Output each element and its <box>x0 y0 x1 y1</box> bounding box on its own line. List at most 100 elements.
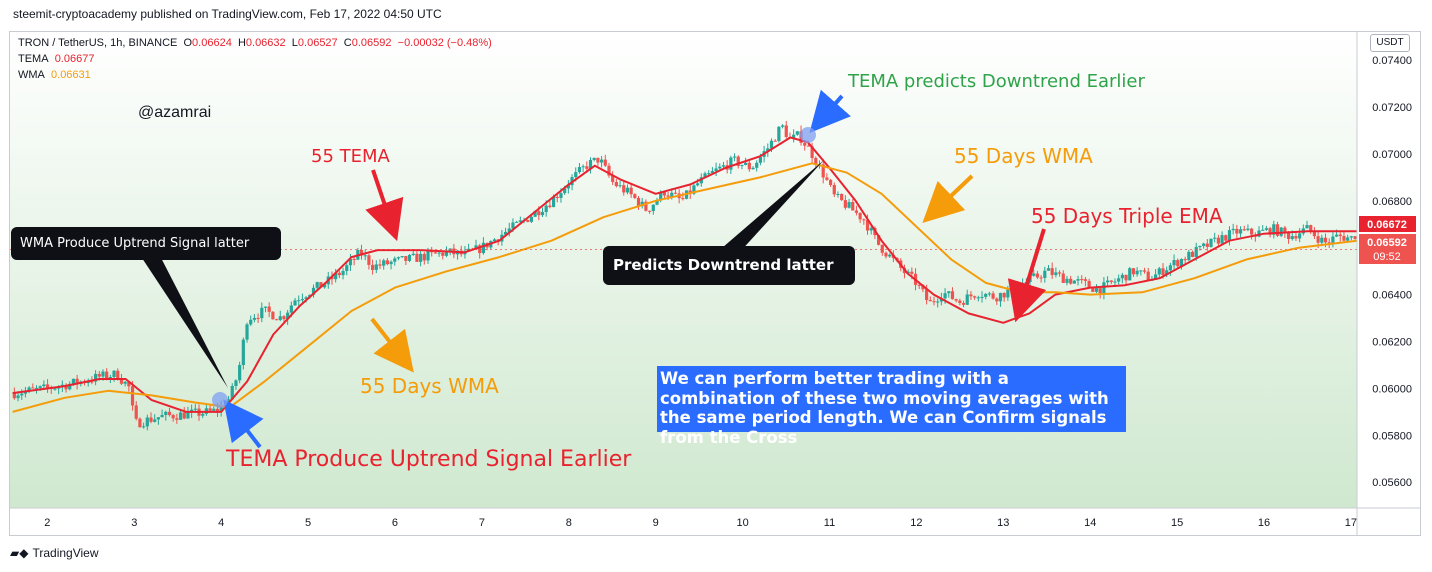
candle-body <box>64 384 68 390</box>
candle-body <box>574 172 578 178</box>
tradingview-mark-icon: ▰◆ <box>10 546 29 560</box>
candle-body <box>1338 234 1342 237</box>
candle-body <box>925 289 929 301</box>
candle-body <box>710 171 714 174</box>
x-tick-label: 2 <box>44 517 50 529</box>
candle-body <box>577 167 582 173</box>
candle-body <box>533 211 537 217</box>
candle-body <box>171 415 175 419</box>
candle-body <box>374 264 378 270</box>
candle-body <box>655 200 659 205</box>
candle-body <box>1139 270 1143 272</box>
wma-legend-row[interactable]: WMA 0.06631 <box>18 69 91 81</box>
y-tick-label: 0.07200 <box>1372 102 1412 114</box>
candle-body <box>1094 288 1099 292</box>
tradingview-logo[interactable]: ▰◆ TradingView <box>10 546 99 560</box>
candle-body <box>1002 292 1006 298</box>
candle-body <box>108 377 112 379</box>
candle-body <box>865 219 870 231</box>
candle-body <box>939 298 943 302</box>
candle-body <box>810 146 814 158</box>
y-tick-label: 0.05800 <box>1372 430 1412 442</box>
candle-body <box>315 282 319 288</box>
candle-body <box>252 317 257 320</box>
y-tick-label: 0.07400 <box>1372 55 1412 67</box>
candle-body <box>648 210 652 212</box>
red-arrow-55tema <box>365 169 404 242</box>
candle-body <box>90 381 94 383</box>
candle-body <box>714 168 718 172</box>
candle-body <box>182 412 186 419</box>
candle-body <box>348 258 353 266</box>
candle-body <box>987 293 991 295</box>
currency-button[interactable]: USDT <box>1370 34 1410 52</box>
candle-body <box>212 408 216 411</box>
candle-body <box>611 175 615 182</box>
candle-body <box>836 193 840 195</box>
candle-body <box>27 387 31 391</box>
candle-body <box>230 385 234 400</box>
candle-body <box>880 244 884 253</box>
candle-body <box>215 408 220 412</box>
candle-body <box>478 245 482 254</box>
candle-body <box>633 194 637 198</box>
candle-body <box>1183 259 1187 261</box>
x-tick-label: 3 <box>131 517 137 529</box>
y-tick-label: 0.05600 <box>1372 477 1412 489</box>
candle-body <box>481 242 486 254</box>
candle-body <box>1076 279 1080 281</box>
candle-body <box>93 373 98 382</box>
candle-body <box>511 222 515 229</box>
candle-body <box>607 165 611 176</box>
candle-body <box>1157 268 1161 275</box>
candle-body <box>1039 277 1043 279</box>
candle-body <box>116 370 120 380</box>
crossover-marker-bottom <box>212 392 228 408</box>
candle-body <box>703 173 707 178</box>
candle-body <box>234 380 238 386</box>
candle-body <box>1043 270 1047 278</box>
candle-body <box>851 202 855 211</box>
tema-price-label: 0.06672 <box>1367 219 1407 231</box>
candle-body <box>1205 243 1209 247</box>
candle-body <box>662 191 666 196</box>
candle-body <box>840 193 844 201</box>
symbol-name[interactable]: TRON / TetherUS, 1h, BINANCE <box>18 37 178 49</box>
candle-body <box>1231 228 1235 231</box>
candle-body <box>681 198 685 200</box>
last-price-tag <box>1359 234 1416 264</box>
high-value: 0.06632 <box>245 37 286 49</box>
candle-body <box>740 164 744 166</box>
candle-body <box>965 294 969 305</box>
candle-body <box>167 411 172 416</box>
candle-body <box>947 291 951 294</box>
red-arrow-triple-ema <box>1007 228 1047 323</box>
y-tick-label: 0.06800 <box>1372 196 1412 208</box>
candle-body <box>1190 251 1195 257</box>
candle-body <box>441 252 445 256</box>
candle-body <box>777 126 781 142</box>
candle-body <box>156 417 160 420</box>
candle-body <box>153 419 157 422</box>
candle-body <box>267 306 271 312</box>
candle-body <box>300 298 305 301</box>
candle-body <box>1316 236 1320 243</box>
candle-body <box>426 251 430 261</box>
candle-body <box>1165 270 1169 276</box>
candle-body <box>507 228 511 232</box>
x-tick-label: 14 <box>1084 517 1096 529</box>
candle-body <box>1142 270 1147 272</box>
annotation-wma-top: 55 Days WMA <box>954 144 1093 168</box>
candle-body <box>101 371 105 377</box>
candle-body <box>1209 238 1213 247</box>
tema-legend-row[interactable]: TEMA 0.06677 <box>18 53 95 65</box>
candle-body <box>1032 273 1036 276</box>
candle-body <box>603 159 607 166</box>
candle-body <box>1109 280 1113 282</box>
candle-body <box>976 297 980 299</box>
candle-body <box>304 297 308 299</box>
candle-body <box>1250 228 1254 235</box>
candle-body <box>821 164 825 178</box>
candle-body <box>433 252 437 254</box>
